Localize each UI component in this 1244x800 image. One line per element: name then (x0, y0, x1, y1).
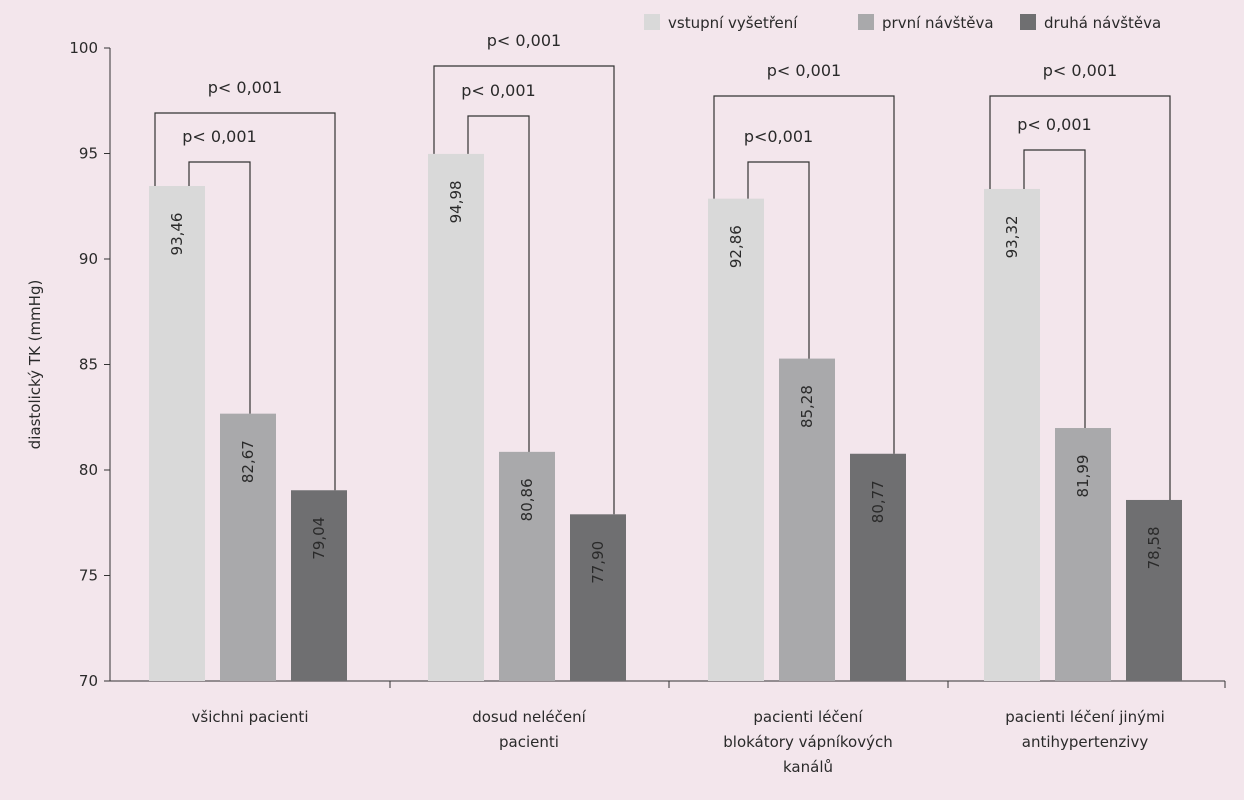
bar-value-label: 79,04 (310, 517, 328, 560)
bar-value-label: 92,86 (727, 225, 745, 268)
significance-label: p< 0,001 (208, 78, 282, 97)
significance-bracket (713, 95, 895, 454)
legend-swatch (858, 14, 874, 30)
bar (570, 514, 626, 681)
x-category-label: všichni pacienti (192, 708, 309, 726)
bar-value-label: 93,32 (1003, 215, 1021, 258)
y-tick-label: 70 (79, 672, 98, 690)
legend-swatch (644, 14, 660, 30)
bar-value-label: 80,77 (869, 480, 887, 523)
significance-bracket (188, 161, 251, 414)
x-category-label: pacienti léčení jinými antihypertenzivy (1005, 708, 1165, 751)
bar (1055, 428, 1111, 681)
y-tick-label: 95 (79, 145, 98, 163)
bar (779, 358, 835, 681)
bar (428, 153, 484, 681)
significance-label: p<0,001 (744, 127, 813, 146)
bar (850, 453, 906, 681)
significance-bracket (433, 65, 615, 515)
significance-bracket (467, 115, 530, 452)
significance-label: p< 0,001 (182, 127, 256, 146)
y-tick-label: 85 (79, 356, 98, 374)
y-tick-label: 90 (79, 250, 98, 268)
bar (499, 451, 555, 681)
bar-value-label: 85,28 (798, 385, 816, 428)
legend-label: druhá návštěva (1044, 14, 1161, 32)
bar-value-label: 94,98 (447, 180, 465, 223)
bar-value-label: 81,99 (1074, 455, 1092, 498)
bar-value-label: 78,58 (1145, 526, 1163, 569)
x-category-label: pacienti léčení blokátory vápníkových kaná… (723, 708, 892, 776)
bar (984, 188, 1040, 681)
significance-bracket (1023, 149, 1086, 429)
legend-swatch (1020, 14, 1036, 30)
y-axis-title: diastolický TK (mmHg) (26, 280, 44, 450)
legend-label: první návštěva (882, 14, 994, 32)
significance-label: p< 0,001 (461, 81, 535, 100)
y-tick-label: 80 (79, 461, 98, 479)
bar (708, 198, 764, 682)
bar-value-label: 80,86 (518, 478, 536, 521)
significance-bracket (989, 95, 1171, 500)
bar (1126, 499, 1182, 681)
y-tick-label: 100 (69, 39, 98, 57)
significance-label: p< 0,001 (767, 61, 841, 80)
significance-bracket (747, 161, 810, 359)
significance-label: p< 0,001 (1017, 115, 1091, 134)
bar (149, 185, 205, 681)
significance-label: p< 0,001 (487, 31, 561, 50)
significance-bracket (154, 112, 336, 491)
bar (291, 490, 347, 681)
bar-value-label: 82,67 (239, 440, 257, 483)
significance-label: p< 0,001 (1043, 61, 1117, 80)
bar (220, 413, 276, 681)
legend-label: vstupní vyšetření (668, 14, 798, 32)
y-tick-label: 75 (79, 567, 98, 585)
bar-value-label: 93,46 (168, 213, 186, 256)
x-category-label: dosud neléčení pacienti (472, 708, 586, 751)
bar-value-label: 77,90 (589, 541, 607, 584)
